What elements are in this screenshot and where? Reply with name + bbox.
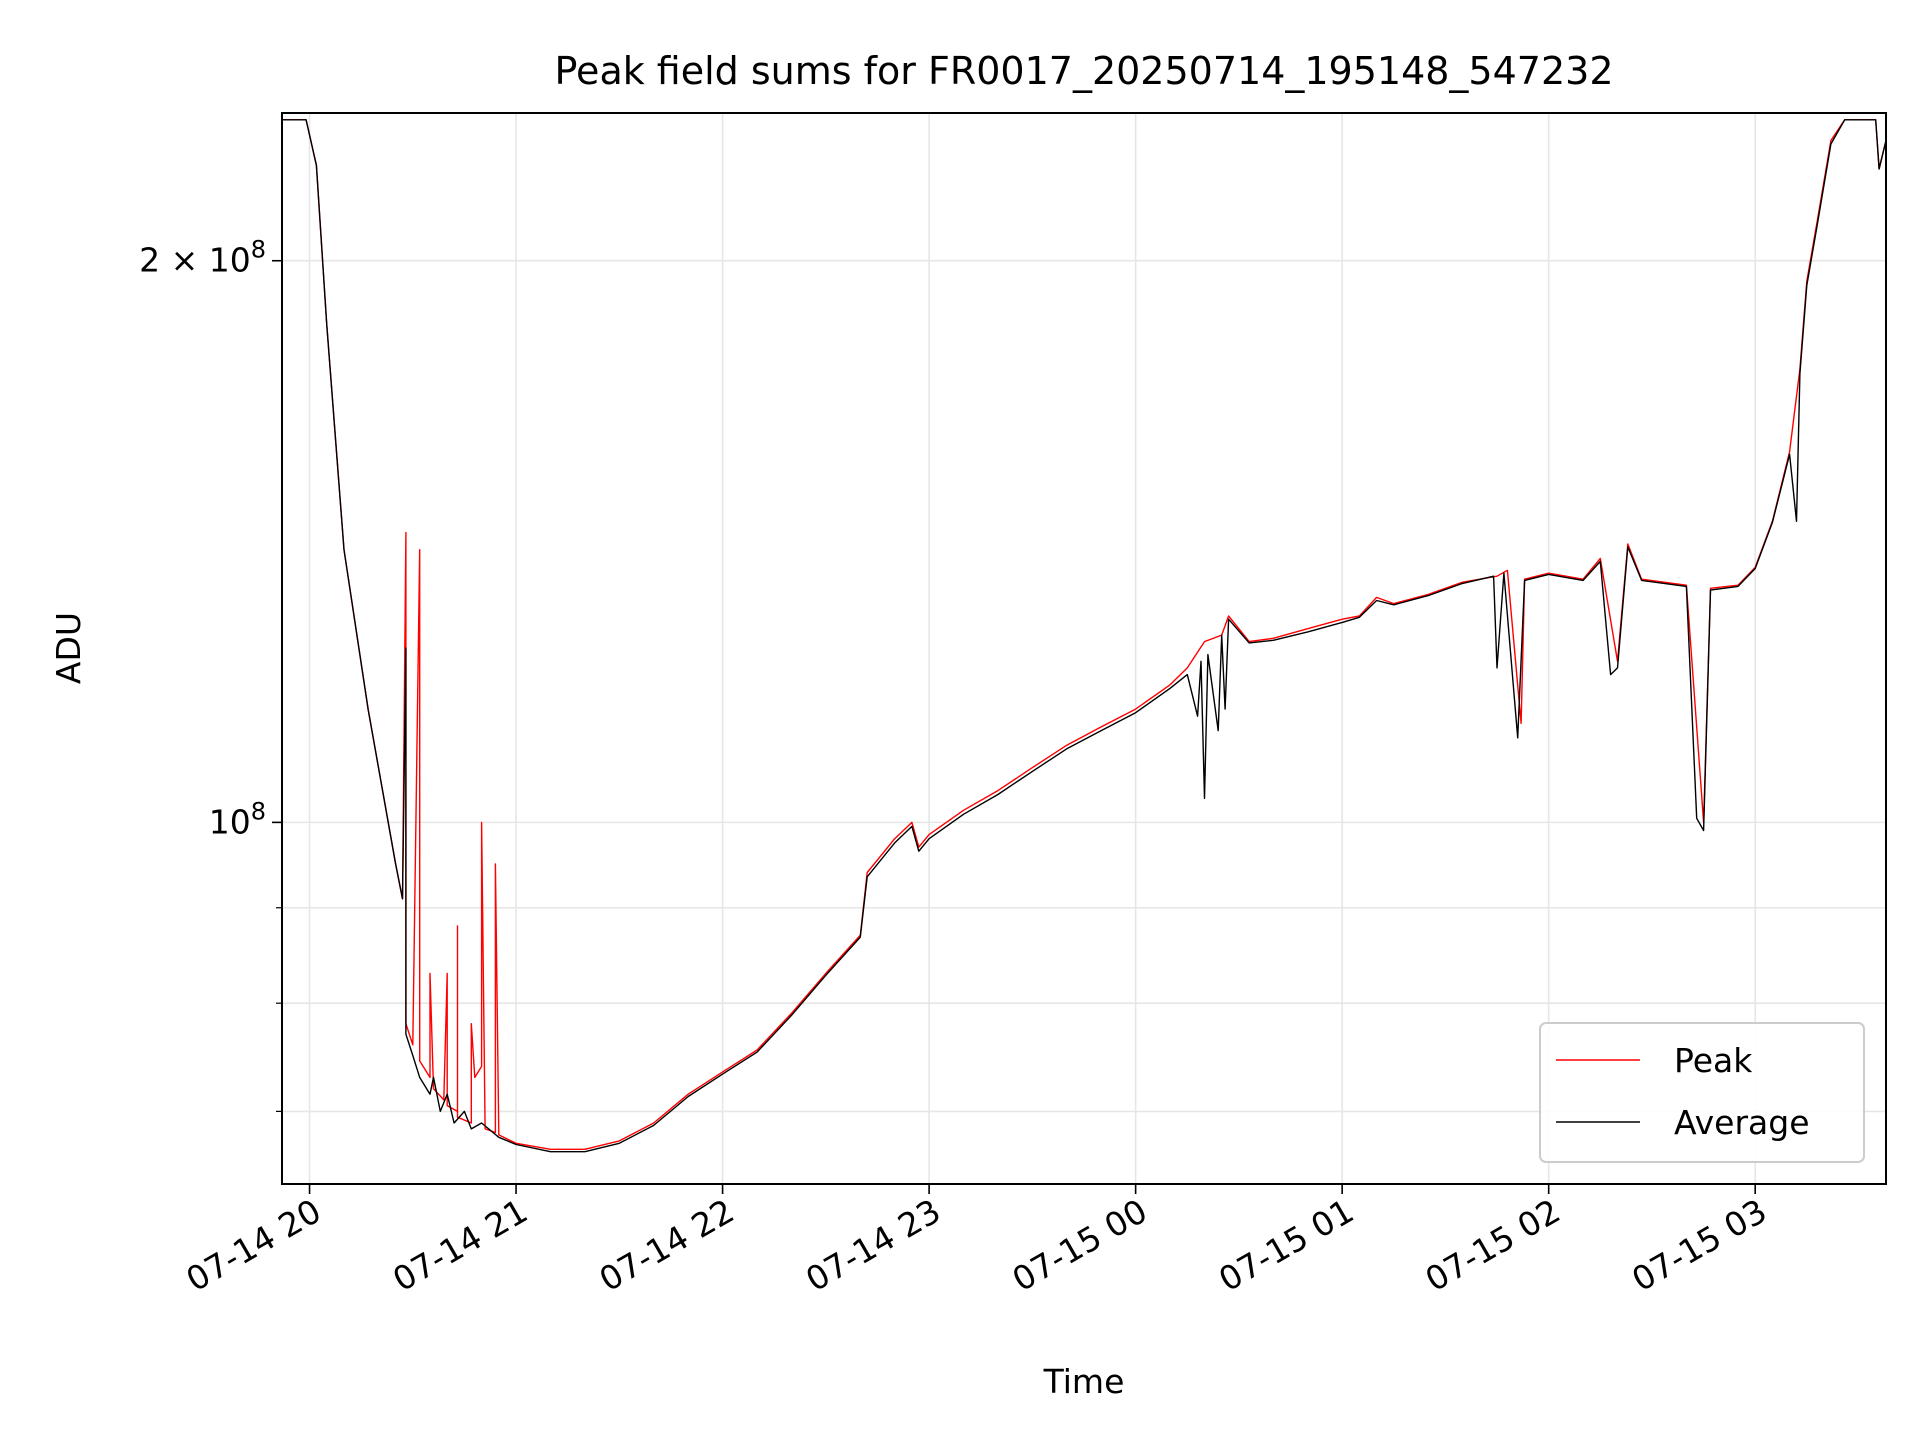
legend: Peak Average (1539, 1022, 1865, 1163)
y-tick-label: 2 × 108 (139, 236, 266, 280)
series-line-average (282, 119, 1886, 1153)
legend-label-average: Average (1674, 1103, 1810, 1142)
y-axis-label: ADU (49, 612, 88, 684)
y-tick-label-exponent: 8 (251, 236, 266, 264)
y-tick-label-base: 2 × 10 (139, 241, 251, 280)
chart-title: Peak field sums for FR0017_20250714_1951… (555, 49, 1614, 93)
y-tick-label: 108 (209, 797, 266, 841)
grid (282, 113, 1886, 1184)
legend-label-peak: Peak (1674, 1041, 1753, 1080)
x-axis-label: Time (1043, 1362, 1125, 1401)
y-tick-label-exponent: 8 (251, 797, 266, 825)
series-layer (282, 119, 1886, 1153)
plot-frame (281, 112, 1887, 1185)
y-tick-label-base: 10 (209, 802, 251, 841)
legend-box (1539, 1022, 1865, 1163)
